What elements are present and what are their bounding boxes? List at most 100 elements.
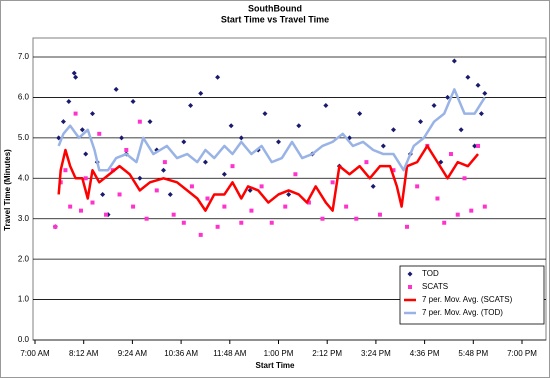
- point: [442, 220, 447, 225]
- point: [215, 224, 220, 229]
- point: [354, 216, 359, 221]
- x-tick-label: 9:24 AM: [118, 349, 148, 358]
- point: [89, 111, 95, 117]
- legend-swatch: [408, 285, 412, 289]
- y-tick-label: 7.0: [18, 52, 30, 61]
- y-tick-label: 1.0: [18, 295, 30, 304]
- point: [117, 192, 122, 197]
- legend-swatch: [407, 271, 413, 277]
- legend-label: 7 per. Mov. Avg. (TOD): [422, 308, 503, 317]
- point: [119, 135, 125, 141]
- x-tick-label: 7:00 PM: [507, 349, 537, 358]
- x-tick-label: 3:24 PM: [361, 349, 391, 358]
- x-tick-label: 11:48 AM: [213, 349, 247, 358]
- x-axis-label: Start Time: [256, 361, 296, 370]
- point: [83, 151, 89, 157]
- y-tick-label: 5.0: [18, 133, 30, 142]
- point: [221, 171, 227, 177]
- point: [465, 74, 471, 80]
- x-tick-label: 5:48 PM: [458, 349, 488, 358]
- point: [68, 204, 73, 209]
- point: [286, 191, 292, 197]
- point: [269, 220, 274, 225]
- point: [330, 180, 335, 185]
- chart-title: SouthBound: [248, 3, 302, 13]
- point: [79, 127, 85, 133]
- point: [222, 204, 227, 209]
- y-tick-label: 4.0: [18, 173, 30, 182]
- point: [144, 216, 149, 221]
- x-tick-label: 4:36 PM: [410, 349, 440, 358]
- point: [391, 168, 396, 173]
- point: [90, 200, 95, 205]
- legend-box: [399, 265, 545, 325]
- point: [431, 103, 437, 109]
- x-tick-label: 1:00 PM: [264, 349, 294, 358]
- point: [113, 86, 119, 92]
- point: [137, 175, 143, 181]
- x-tick-label: 7:00 AM: [20, 349, 50, 358]
- point: [458, 127, 464, 133]
- point: [171, 212, 176, 217]
- point: [247, 187, 253, 193]
- point: [435, 196, 440, 201]
- point: [293, 172, 298, 177]
- point: [451, 58, 457, 64]
- chart-subtitle: Start Time vs Travel Time: [221, 14, 329, 24]
- point: [472, 143, 478, 149]
- point: [181, 139, 187, 145]
- point: [306, 200, 311, 205]
- point: [320, 216, 325, 221]
- point: [56, 135, 62, 141]
- point: [154, 188, 159, 193]
- point: [283, 204, 288, 209]
- point: [405, 224, 410, 229]
- point: [259, 184, 264, 189]
- line-series: [57, 88, 486, 172]
- legend-label: SCATS: [422, 282, 448, 291]
- point: [262, 111, 268, 117]
- point: [181, 220, 186, 225]
- point: [97, 131, 102, 136]
- point: [131, 204, 136, 209]
- point: [482, 90, 488, 96]
- point: [124, 147, 129, 152]
- point: [73, 111, 78, 116]
- point: [448, 152, 453, 157]
- x-tick-label: 10:36 AM: [164, 349, 198, 358]
- point: [475, 82, 481, 88]
- y-axis-label: Travel Time (Minutes): [3, 149, 12, 231]
- legend-label: TOD: [422, 269, 439, 278]
- point: [83, 176, 88, 181]
- point: [418, 119, 424, 125]
- point: [357, 111, 363, 117]
- point: [137, 119, 142, 124]
- point: [390, 127, 396, 133]
- point: [130, 98, 136, 104]
- point: [78, 208, 83, 213]
- point: [249, 208, 254, 213]
- point: [205, 196, 210, 201]
- point: [53, 224, 58, 229]
- y-tick-label: 2.0: [18, 254, 30, 263]
- point: [73, 74, 79, 80]
- point: [161, 167, 167, 173]
- point: [215, 74, 221, 80]
- point: [370, 183, 376, 189]
- point: [147, 119, 153, 125]
- point: [323, 103, 329, 109]
- point: [228, 123, 234, 129]
- point: [469, 208, 474, 213]
- point: [104, 212, 109, 217]
- line-series: [57, 144, 479, 212]
- point: [296, 123, 302, 129]
- point: [198, 90, 204, 96]
- point: [455, 212, 460, 217]
- point: [478, 111, 484, 117]
- point: [66, 98, 72, 104]
- y-tick-label: 6.0: [18, 93, 30, 102]
- y-tick-label: 3.0: [18, 214, 30, 223]
- point: [364, 160, 369, 165]
- point: [162, 160, 167, 165]
